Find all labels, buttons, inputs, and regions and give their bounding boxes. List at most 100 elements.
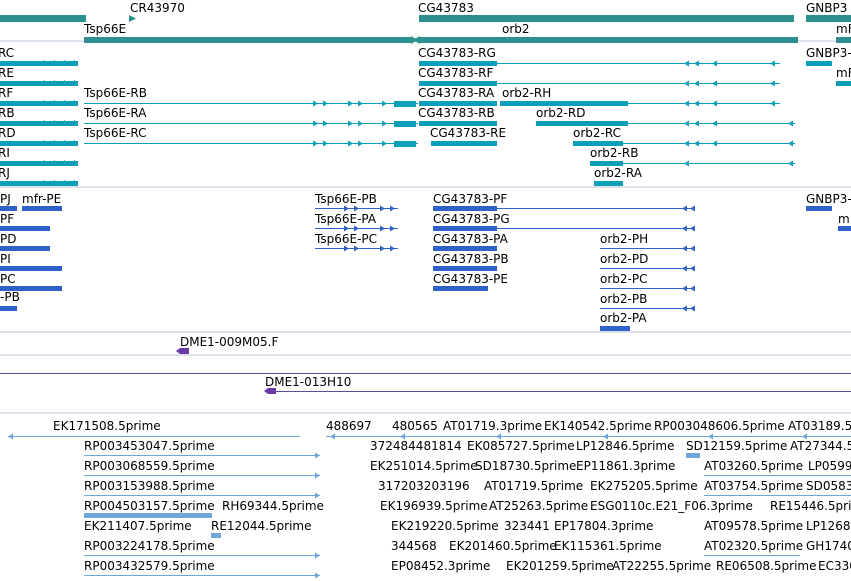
est-label[interactable]: SD18730.5prime (475, 459, 576, 473)
gene-label-gnbp3[interactable]: GNBP3 (806, 1, 847, 15)
transcript-cg43783-ra-label[interactable]: CG43783-RA (418, 86, 495, 100)
transcript-left-label-5[interactable]: RD (0, 126, 16, 140)
gene-bar-cg43783[interactable] (419, 15, 794, 22)
est-label[interactable]: RE12044.5prime (211, 519, 312, 533)
transcript-orb2-rd-exon[interactable] (536, 121, 628, 126)
est-label[interactable]: LP0599 (808, 459, 851, 473)
est-label[interactable]: RE15446.5prime (770, 499, 851, 513)
protein-left-label-2[interactable]: PF (0, 212, 14, 226)
transcript-cg43783-re-exon[interactable] (431, 141, 497, 146)
est-label[interactable]: RP004503157.5prime (84, 499, 215, 513)
est-label[interactable]: 323441 (504, 519, 550, 533)
est-label[interactable]: EP17804.3prime (554, 519, 653, 533)
est-label[interactable]: LP1268 (806, 519, 850, 533)
est-label[interactable]: AT01719.5prime (484, 479, 583, 493)
transcript-left-bar-2[interactable] (0, 81, 78, 86)
est-label[interactable]: EK211407.5prime (84, 519, 192, 533)
protein-cg43783-pe-label[interactable]: CG43783-PE (433, 272, 508, 286)
protein-left-bar-2[interactable] (0, 226, 50, 231)
est-label[interactable]: SD0583 (806, 479, 851, 493)
est-label[interactable]: EK140542.5prime (544, 419, 652, 433)
protein-gnbp3-exon[interactable] (806, 206, 832, 211)
transcript-left-bar-6[interactable] (0, 161, 78, 166)
protein-m-edge-label[interactable]: m (838, 212, 850, 226)
est-label[interactable]: AT01719.3prime (443, 419, 542, 433)
est-label[interactable]: RE06508.5prime (716, 559, 817, 573)
transcript-left-label-7[interactable]: RJ (0, 166, 10, 180)
transcript-gnbp3-label[interactable]: GNBP3- (806, 46, 851, 60)
est-label[interactable]: RP003453047.5prime (84, 439, 215, 453)
est-label[interactable]: 480565 (392, 419, 438, 433)
est-label[interactable]: 317203203196 (378, 479, 470, 493)
est-label[interactable]: EK219220.5prime (391, 519, 499, 533)
est-label[interactable]: RP003048606.5prime (654, 419, 785, 433)
est-label[interactable]: RH69344.5prime (222, 499, 324, 513)
est-label[interactable]: 344568 (391, 539, 437, 553)
est-label[interactable]: SD12159.5prime (686, 439, 787, 453)
est-label[interactable]: AT02320.5prime (704, 539, 803, 553)
transcript-orb2-rc-exon[interactable] (573, 141, 623, 146)
transcript-tsp66e-rb-label[interactable]: Tsp66E-RB (83, 86, 147, 100)
transcript-left-label-1[interactable]: RC (0, 46, 14, 60)
transcript-gnbp3-exon[interactable] (806, 61, 832, 66)
protein-tsp66e-pa-label[interactable]: Tsp66E-PA (314, 212, 377, 226)
protein-left-label-1[interactable]: PJ (0, 192, 11, 206)
gene-cr43970-arrow[interactable] (129, 15, 136, 22)
clone-label-1[interactable]: DME1-009M05.F (180, 335, 278, 349)
est-label[interactable]: EK115361.5prime (554, 539, 662, 553)
transcript-cg43783-re-label[interactable]: CG43783-RE (430, 126, 506, 140)
transcript-left-label-2[interactable]: RE (0, 66, 14, 80)
protein-mfr-pe-label[interactable]: mfr-PE (22, 192, 61, 206)
protein-mfr-pe-bar[interactable] (22, 206, 62, 211)
est-label[interactable]: EP11861.3prime (576, 459, 675, 473)
protein-left-bar-5[interactable] (0, 286, 62, 291)
transcript-left-label-3[interactable]: RF (0, 86, 13, 100)
transcript-orb2-rh-label[interactable]: orb2-RH (502, 86, 551, 100)
est-label[interactable]: EP08452.3prime (391, 559, 490, 573)
transcript-tsp66e-ra-label[interactable]: Tsp66E-RA (83, 106, 147, 120)
protein-orb2-pb-label[interactable]: orb2-PB (600, 292, 647, 306)
protein-tsp66e-pb-label[interactable]: Tsp66E-PB (314, 192, 377, 206)
est-label[interactable]: RP003068559.5prime (84, 459, 215, 473)
est-label[interactable]: EK201460.5prime (449, 539, 557, 553)
est-label[interactable]: AT27344.5 (790, 439, 851, 453)
gene-bar-orb2[interactable] (420, 37, 798, 43)
est-label[interactable]: AT03260.5prime (704, 459, 803, 473)
transcript-orb2-rh-exon[interactable] (500, 101, 628, 106)
gene-label-cg43783[interactable]: CG43783 (418, 1, 474, 15)
transcript-left-bar-5[interactable] (0, 141, 78, 146)
protein-left-label-3[interactable]: PD (0, 232, 16, 246)
clone-marker-1[interactable] (176, 348, 189, 354)
protein-cg43783-pb-label[interactable]: CG43783-PB (433, 252, 509, 266)
transcript-left-label-6[interactable]: RI (0, 146, 10, 160)
protein-cg43783-pf-exon[interactable] (433, 206, 497, 211)
gene-bar-left[interactable] (0, 15, 86, 22)
est-block[interactable] (211, 533, 221, 538)
est-label[interactable]: EK251014.5prime (370, 459, 478, 473)
transcript-left-bar-7[interactable] (0, 181, 78, 186)
protein-cg43783-pe-exon[interactable] (433, 286, 488, 291)
protein-orb2-ph-label[interactable]: orb2-PH (600, 232, 648, 246)
transcript-tsp66e-rb-exon[interactable] (394, 101, 416, 107)
transcript-cg43783-rg-exon[interactable] (419, 61, 497, 66)
est-label[interactable]: AT22255.5prime (612, 559, 711, 573)
protein-left-bar-6[interactable] (0, 306, 17, 311)
protein-left-label-4[interactable]: PI (0, 252, 11, 266)
est-label[interactable]: EK196939.5prime (380, 499, 488, 513)
est-label[interactable]: AT09578.5prime (704, 519, 803, 533)
protein-m-edge-exon[interactable] (838, 226, 851, 231)
est-label[interactable]: EK201259.5prime (506, 559, 614, 573)
protein-cg43783-pa-label[interactable]: CG43783-PA (433, 232, 509, 246)
protein-orb2-pc-label[interactable]: orb2-PC (600, 272, 647, 286)
clone-label-2[interactable]: DME1-013H10 (265, 375, 351, 389)
transcript-orb2-ra-label[interactable]: orb2-RA (594, 166, 643, 180)
est-block[interactable] (84, 513, 212, 518)
protein-orb2-pd-label[interactable]: orb2-PD (600, 252, 648, 266)
transcript-tsp66e-rc-exon[interactable] (394, 141, 416, 147)
est-label[interactable]: 372484481814 (370, 439, 462, 453)
transcript-left-bar-3[interactable] (0, 101, 78, 106)
transcript-left-label-4[interactable]: RB (0, 106, 15, 120)
protein-gnbp3-label[interactable]: GNBP3- (806, 192, 851, 206)
est-label[interactable]: EK171508.5prime (53, 419, 161, 433)
est-label[interactable]: RP003224178.5prime (84, 539, 215, 553)
